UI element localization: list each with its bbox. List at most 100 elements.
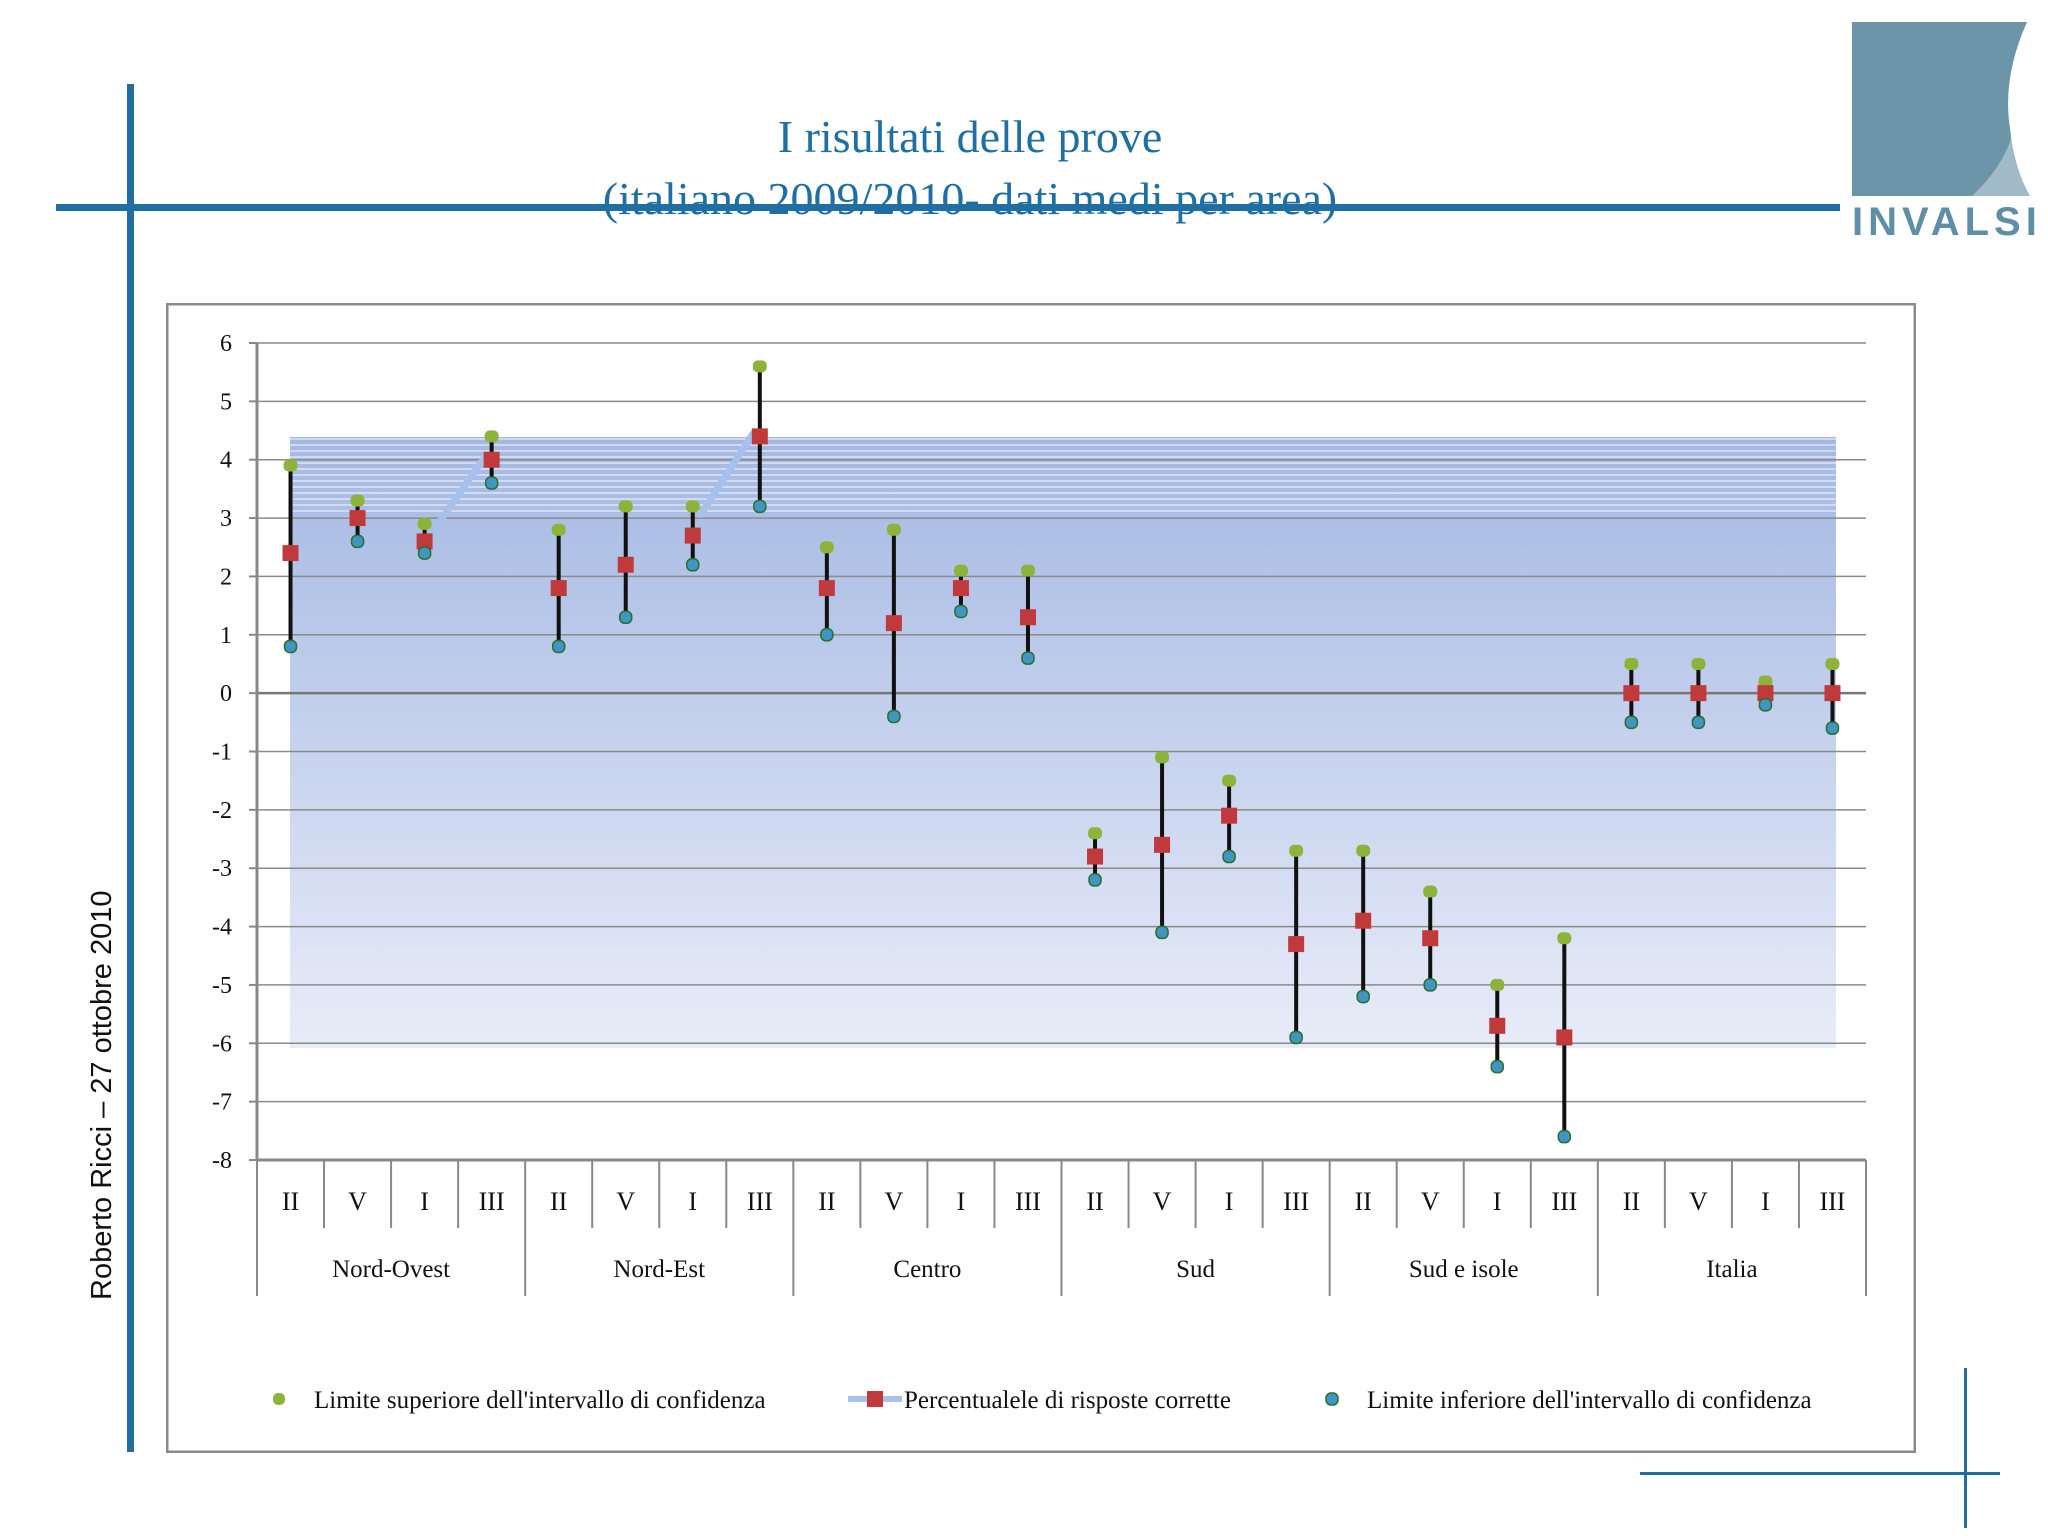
invalsi-logo-icon <box>1852 22 2030 196</box>
x-tick-label: III <box>1015 1187 1041 1216</box>
series-connector <box>697 428 758 518</box>
legend-upper-swatch <box>273 1393 285 1405</box>
x-tick-label: V <box>885 1187 904 1216</box>
y-tick-label: -8 <box>212 1148 232 1174</box>
x-tick-label: I <box>1225 1187 1234 1216</box>
upper-limit-marker <box>1490 978 1505 991</box>
y-tick-label: 2 <box>220 564 232 590</box>
upper-limit-marker <box>953 564 968 577</box>
upper-limit-marker <box>1289 844 1304 857</box>
chart-background-band <box>290 437 1836 1048</box>
mean-marker <box>751 428 768 445</box>
y-tick-label: -7 <box>212 1090 232 1116</box>
y-tick-label: 6 <box>220 331 232 357</box>
x-tick-label: III <box>1819 1187 1845 1216</box>
connector-lines <box>429 428 758 536</box>
upper-limit-marker <box>1825 657 1840 670</box>
lower-limit-marker <box>1088 873 1102 887</box>
legend: Limite superiore dell'intervallo di conf… <box>273 1387 1812 1414</box>
x-tick-label: I <box>957 1187 966 1216</box>
legend-upper-label: Limite superiore dell'intervallo di conf… <box>314 1387 766 1414</box>
x-tick-label: I <box>1493 1187 1502 1216</box>
lower-limit-marker <box>686 558 700 572</box>
x-tick-label: I <box>688 1187 697 1216</box>
upper-limit-marker <box>1155 751 1170 764</box>
y-tick-label: 4 <box>220 448 232 474</box>
title-line-1: I risultati delle prove <box>777 111 1163 162</box>
mean-marker <box>1824 685 1841 702</box>
x-tick-label: V <box>1153 1187 1172 1216</box>
x-tick-label: V <box>616 1187 635 1216</box>
lower-limit-marker <box>484 476 499 490</box>
left-vertical-bar <box>127 84 134 1452</box>
data-markers <box>282 360 1841 1144</box>
y-tick-label: 3 <box>220 506 232 532</box>
mean-marker <box>483 451 500 468</box>
y-tick-label: -2 <box>212 798 232 824</box>
gridlines <box>249 342 1866 1161</box>
mean-marker <box>1154 836 1171 853</box>
mean-marker <box>1019 609 1036 626</box>
x-group-label: Centro <box>893 1256 961 1283</box>
lower-limit-marker <box>1825 721 1840 735</box>
x-group-label: Sud e isole <box>1409 1256 1519 1283</box>
lower-limit-marker <box>1289 1030 1303 1045</box>
lower-limit-marker <box>350 534 365 549</box>
y-tick-label: 5 <box>220 389 232 415</box>
upper-limit-marker <box>1222 774 1237 787</box>
mean-marker <box>349 510 366 527</box>
y-tick-label: -1 <box>212 740 232 766</box>
upper-limit-marker <box>484 430 499 443</box>
mean-marker <box>1556 1029 1573 1046</box>
title-line-2: (italiano 2009/2010- dati medi per area) <box>602 173 1338 224</box>
mean-marker <box>1623 685 1640 702</box>
legend-mean-swatch <box>867 1391 883 1407</box>
y-tick-label: -3 <box>212 856 232 882</box>
logo-text: INVALSI <box>1852 200 2042 244</box>
upper-limit-marker <box>417 517 432 530</box>
x-tick-label: II <box>1623 1187 1640 1216</box>
lower-limit-marker <box>1490 1059 1505 1074</box>
upper-limit-marker <box>1088 827 1103 840</box>
upper-limit-marker <box>1557 932 1572 945</box>
mean-marker <box>1355 912 1372 929</box>
lower-limit-marker <box>1155 925 1169 940</box>
upper-limit-marker <box>685 500 700 513</box>
mean-marker <box>1690 685 1707 702</box>
y-tick-label: 1 <box>220 623 232 649</box>
mean-marker <box>952 580 969 597</box>
lower-limit-marker <box>954 604 968 619</box>
upper-limit-marker <box>283 459 298 472</box>
x-group-label: Italia <box>1706 1256 1757 1283</box>
lower-limit-marker <box>1222 849 1236 864</box>
mean-marker <box>550 580 567 597</box>
upper-limit-marker <box>1356 844 1371 857</box>
lower-limit-marker <box>820 628 834 642</box>
mean-marker <box>1087 848 1104 865</box>
x-tick-label: I <box>420 1187 429 1216</box>
author-footer: Roberto Ricci – 27 ottobre 2010 <box>86 890 118 1300</box>
x-tick-label: II <box>1086 1187 1103 1216</box>
lower-limit-marker <box>1423 978 1437 992</box>
mean-marker <box>416 533 433 550</box>
x-tick-label: III <box>1551 1187 1577 1216</box>
y-tick-label: 0 <box>220 681 232 707</box>
mean-marker <box>1757 685 1774 702</box>
upper-limit-marker <box>618 500 633 513</box>
lower-limit-marker <box>1021 651 1035 665</box>
lower-limit-marker <box>1624 715 1639 730</box>
page-title: I risultati delle prove (italiano 2009/2… <box>400 106 1540 230</box>
lower-limit-marker <box>618 610 633 625</box>
lower-limit-marker <box>1557 1129 1572 1144</box>
x-tick-label: II <box>818 1187 835 1216</box>
series-connector <box>429 452 490 536</box>
upper-limit-marker <box>886 523 901 536</box>
x-tick-label: III <box>747 1187 773 1216</box>
mean-marker <box>1221 807 1238 824</box>
legend-mean-label: Percentualele di risposte corrette <box>904 1387 1231 1414</box>
mean-marker <box>282 545 299 562</box>
lower-limit-marker <box>887 709 901 724</box>
upper-limit-marker <box>1423 885 1438 898</box>
upper-limit-marker <box>350 494 365 507</box>
